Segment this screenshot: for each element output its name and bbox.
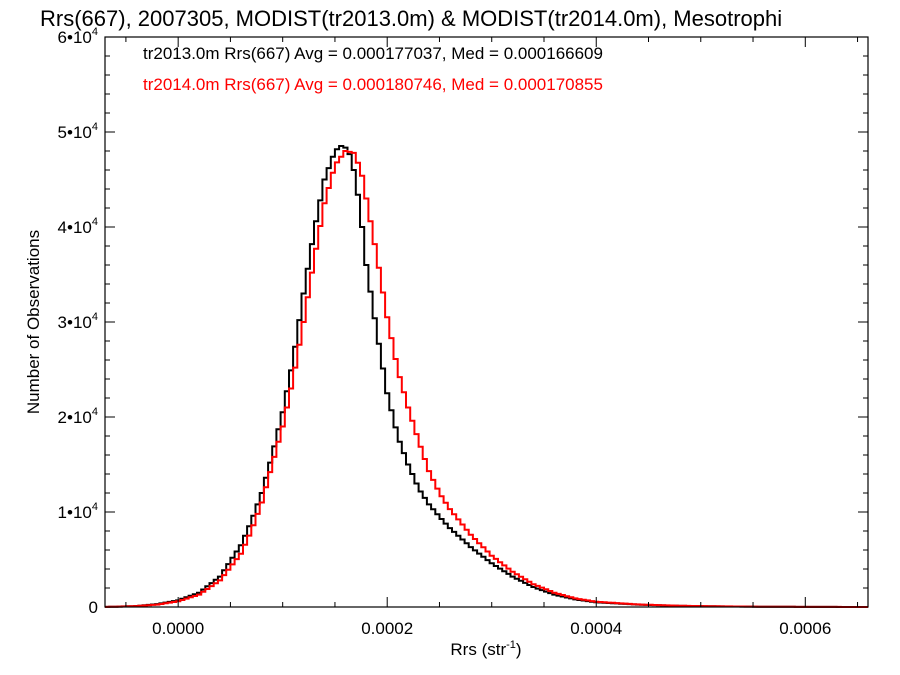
plot-area (104, 36, 869, 608)
legend-entry-0: tr2013.0m Rrs(667) Avg = 0.000177037, Me… (143, 44, 603, 63)
chart-title: Rrs(667), 2007305, MODIST(tr2013.0m) & M… (40, 6, 782, 31)
series-0-line (105, 145, 868, 608)
y-axis-label: Number of Observations (24, 230, 43, 414)
y-tick-label: 4•104 (58, 216, 98, 237)
x-tick-label: 0.0000 (152, 619, 204, 638)
x-tick-label: 0.0004 (570, 619, 622, 638)
legend: tr2013.0m Rrs(667) Avg = 0.000177037, Me… (143, 44, 603, 94)
x-axis-label: Rrs (str-1) (450, 639, 521, 659)
y-tick-label: 6•104 (58, 26, 98, 47)
series-layer (105, 145, 868, 608)
y-tick-label: 1•104 (58, 501, 98, 522)
ticks-layer: 0.0000 0.0002 0.0004 0.0006 0 1•104 2•104 3•104… (58, 26, 868, 638)
x-tick-label: 0.0006 (779, 619, 831, 638)
y-tick-label: 2•104 (58, 406, 98, 427)
y-tick-label: 5•104 (58, 121, 98, 142)
plot-frame (104, 36, 869, 608)
y-tick-label: 3•104 (58, 311, 98, 332)
series-1-line (105, 150, 868, 608)
x-tick-label: 0.0002 (361, 619, 413, 638)
y-tick-label: 0 (89, 598, 98, 617)
legend-entry-1: tr2014.0m Rrs(667) Avg = 0.000180746, Me… (143, 75, 603, 94)
